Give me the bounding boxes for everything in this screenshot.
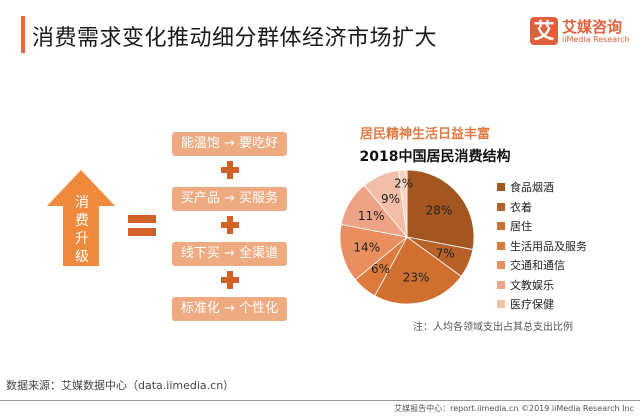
trend-box: 买产品 → 买服务 bbox=[172, 187, 287, 211]
trend-box: 标准化 → 个性化 bbox=[172, 297, 287, 321]
arrow-label: 消 费 升 级 bbox=[72, 194, 92, 266]
legend-label: 医疗保健 bbox=[510, 298, 554, 311]
pie-data-label: 14% bbox=[353, 240, 380, 254]
pie-data-label: 28% bbox=[426, 204, 453, 218]
arrow-label-char: 级 bbox=[75, 249, 89, 265]
chart-subtitle: 居民精神生活日益丰富 bbox=[359, 127, 490, 142]
pie-slice bbox=[406, 169, 475, 251]
legend-swatch bbox=[497, 280, 505, 289]
pie-data-label: 2% bbox=[394, 177, 413, 191]
trend-box: 线下买 → 全渠道 bbox=[172, 242, 287, 266]
title-accent-bar bbox=[21, 16, 25, 53]
legend-item: 文教娱乐 bbox=[497, 277, 554, 293]
legend-label: 食品烟酒 bbox=[510, 181, 554, 194]
pie-data-label: 7% bbox=[436, 246, 455, 260]
pie-data-label: 23% bbox=[403, 271, 430, 285]
legend-item: 食品烟酒 bbox=[497, 179, 554, 195]
pie-slice bbox=[374, 236, 462, 305]
arrow-label-char: 升 bbox=[75, 231, 89, 247]
pie-data-label: 11% bbox=[358, 209, 385, 223]
page-title: 消费需求变化推动细分群体经济市场扩大 bbox=[32, 26, 438, 51]
equals-icon bbox=[128, 215, 156, 223]
legend-item: 交通和通信 bbox=[497, 257, 565, 273]
chart-title: 2018中国居民消费结构 bbox=[359, 149, 511, 165]
plus-icon bbox=[221, 161, 239, 179]
legend-swatch bbox=[497, 261, 505, 269]
logo-name-cn: 艾媒咨询 bbox=[562, 18, 623, 36]
chart-note: 注：人均各领域支出占其总支出比例 bbox=[413, 322, 573, 333]
legend-item: 衣着 bbox=[497, 199, 532, 215]
legend-label: 生活用品及服务 bbox=[510, 239, 587, 253]
footer-copyright: 艾媒报告中心：report.iimedia.cn ©2019 iiMedia R… bbox=[394, 404, 634, 413]
legend-label: 衣着 bbox=[510, 200, 532, 214]
equals-icon bbox=[128, 228, 156, 236]
legend-label: 文教娱乐 bbox=[510, 278, 554, 292]
pie-data-label: 6% bbox=[371, 262, 390, 276]
pie-data-label: 9% bbox=[381, 192, 400, 206]
data-source: 数据来源：艾媒数据中心（data.iimedia.cn） bbox=[6, 379, 235, 392]
footer-divider bbox=[0, 400, 640, 401]
legend-label: 交通和通信 bbox=[510, 259, 565, 272]
pie-slice bbox=[339, 223, 408, 281]
arrow-label-char: 消 bbox=[75, 195, 89, 211]
legend-item: 医疗保健 bbox=[497, 296, 554, 312]
logo-icon: 艾 bbox=[530, 17, 558, 45]
legend-swatch bbox=[497, 300, 505, 308]
pie-chart: 28% 7% 23% 6% 14% 11% 9%2% bbox=[339, 169, 475, 305]
trend-box: 能温饱 → 要吃好 bbox=[172, 132, 287, 156]
plus-icon bbox=[221, 216, 239, 234]
legend-swatch bbox=[497, 183, 505, 191]
legend-label: 居住 bbox=[510, 220, 532, 233]
logo-name-en: iiMedia Research bbox=[562, 35, 630, 44]
legend-swatch bbox=[497, 202, 505, 211]
legend-swatch bbox=[497, 222, 505, 230]
arrow-label-char: 费 bbox=[75, 213, 89, 229]
legend-item: 居住 bbox=[497, 218, 532, 234]
up-arrow-icon bbox=[47, 170, 115, 266]
pie-slice bbox=[398, 169, 408, 238]
plus-icon bbox=[221, 271, 239, 289]
legend-item: 生活用品及服务 bbox=[497, 238, 587, 254]
legend-swatch bbox=[497, 241, 505, 250]
